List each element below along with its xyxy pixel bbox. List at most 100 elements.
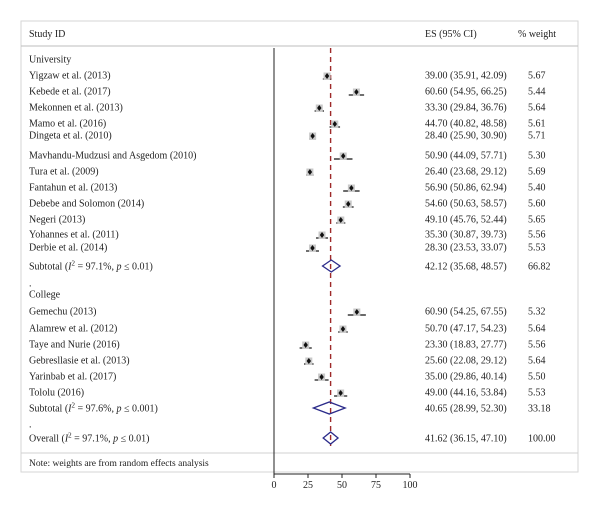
effect-size-ci: 26.40 (23.68, 29.12) (425, 167, 507, 178)
study-label: Gemechu (2013) (29, 307, 96, 318)
point-estimate (340, 326, 346, 332)
effect-size-ci: 49.10 (45.76, 52.44) (425, 215, 507, 226)
x-tick-label: 100 (403, 480, 418, 491)
group-label: College (29, 290, 61, 301)
effect-size-ci: 50.70 (47.17, 54.23) (425, 324, 507, 335)
point-estimate (307, 169, 313, 175)
study-label: Yarinbab et al. (2017) (29, 372, 116, 383)
effect-size-ci: 39.00 (35.91, 42.09) (425, 71, 507, 82)
study-label: Gebresllasie et al. (2013) (29, 356, 130, 367)
point-estimate (319, 374, 324, 380)
point-estimate (338, 390, 343, 396)
point-estimate (338, 217, 343, 223)
effect-size-ci: 28.30 (23.53, 33.07) (425, 243, 507, 254)
effect-size-ci: 42.12 (35.68, 48.57) (425, 262, 507, 273)
study-weight: 5.53 (528, 243, 546, 254)
effect-size-ci: 50.90 (44.09, 57.71) (425, 151, 507, 162)
effect-size-ci: 28.40 (25.90, 30.90) (425, 131, 507, 142)
point-estimate (317, 105, 322, 111)
point-estimate (341, 153, 346, 159)
study-weight: 5.69 (528, 167, 546, 178)
pooled-label: Subtotal (I2 = 97.1%, p ≤ 0.01) (29, 260, 153, 273)
pooled-diamond (311, 401, 347, 415)
effect-size-ci: 60.60 (54.95, 66.25) (425, 87, 507, 98)
pooled-diamond (322, 431, 340, 445)
x-tick-label: 75 (371, 480, 381, 491)
study-weight: 5.40 (528, 183, 546, 194)
forest-rows: University Yigzaw et al. (2013) 39.00 (35.… (29, 48, 556, 474)
study-weight: 5.60 (528, 199, 546, 210)
effect-size-ci: 35.30 (30.87, 39.73) (425, 230, 507, 241)
point-estimate (354, 309, 360, 315)
study-weight: 5.71 (528, 131, 546, 142)
study-weight: 5.50 (528, 372, 546, 383)
study-weight: 5.64 (528, 324, 546, 335)
study-label: Mavhandu-Mudzusi and Asgedom (2010) (29, 151, 196, 162)
study-label: Negeri (2013) (29, 215, 85, 226)
study-weight: 5.32 (528, 307, 546, 318)
pooled-label: Overall (I2 = 97.1%, p ≤ 0.01) (29, 432, 149, 445)
spacer-dot: . (29, 420, 32, 431)
effect-size-ci: 23.30 (18.83, 27.77) (425, 340, 507, 351)
study-weight: 5.56 (528, 340, 546, 351)
study-label: Yigzaw et al. (2013) (29, 71, 111, 82)
header-study: Study ID (29, 29, 65, 40)
effect-size-ci: 25.60 (22.08, 29.12) (425, 356, 507, 367)
study-weight: 100.00 (528, 434, 556, 445)
study-weight: 5.61 (528, 119, 546, 130)
study-label: Tura et al. (2009) (29, 167, 99, 178)
study-weight: 5.64 (528, 356, 546, 367)
effect-size-ci: 49.00 (44.16, 53.84) (425, 388, 507, 399)
spacer-dot: . (29, 279, 32, 290)
study-weight: 5.67 (528, 71, 546, 82)
study-weight: 5.65 (528, 215, 546, 226)
x-tick-label: 25 (303, 480, 313, 491)
study-weight: 66.82 (528, 262, 551, 273)
study-weight: 5.56 (528, 230, 546, 241)
pooled-diamond (321, 259, 342, 273)
point-estimate (346, 201, 351, 207)
point-estimate (324, 73, 330, 79)
footnote: Note: weights are from random effects an… (29, 458, 209, 469)
point-estimate (319, 232, 325, 238)
effect-size-ci: 41.62 (36.15, 47.10) (425, 434, 507, 445)
study-label: Dingeta et al. (2010) (29, 131, 112, 142)
study-label: Mekonnen et al. (2013) (29, 103, 123, 114)
effect-size-ci: 33.30 (29.84, 36.76) (425, 103, 507, 114)
study-weight: 5.64 (528, 103, 546, 114)
study-label: Debebe and Solomon (2014) (29, 199, 144, 210)
effect-size-ci: 60.90 (54.25, 67.55) (425, 307, 507, 318)
point-estimate (303, 342, 308, 348)
study-label: Tololu (2016) (29, 388, 84, 399)
header-weight: % weight (518, 29, 556, 40)
x-tick-label: 0 (272, 480, 277, 491)
point-estimate (354, 89, 359, 95)
pooled-label: Subtotal (I2 = 97.6%, p ≤ 0.001) (29, 402, 158, 415)
study-label: Yohannes et al. (2011) (29, 230, 119, 241)
study-label: Fantahun et al. (2013) (29, 183, 117, 194)
effect-size-ci: 56.90 (50.86, 62.94) (425, 183, 507, 194)
study-weight: 5.44 (528, 87, 546, 98)
effect-size-ci: 44.70 (40.82, 48.58) (425, 119, 507, 130)
study-label: Alamrew et al. (2012) (29, 324, 117, 335)
point-estimate (310, 133, 315, 139)
study-weight: 5.53 (528, 388, 546, 399)
header-es: ES (95% CI) (425, 29, 477, 40)
study-label: Taye and Nurie (2016) (29, 340, 120, 351)
study-label: Kebede et al. (2017) (29, 87, 111, 98)
x-axis: 0 25 50 75 100 (272, 473, 418, 491)
point-estimate (306, 358, 312, 364)
group-label: University (29, 55, 71, 66)
effect-size-ci: 35.00 (29.86, 40.14) (425, 372, 507, 383)
effect-size-ci: 40.65 (28.99, 52.30) (425, 404, 507, 415)
x-tick-label: 50 (337, 480, 347, 491)
point-estimate (310, 245, 315, 251)
study-label: Derbie et al. (2014) (29, 243, 107, 254)
plot-frame (20, 20, 579, 473)
study-label: Mamo et al. (2016) (29, 119, 106, 130)
point-estimate (349, 185, 354, 191)
study-weight: 5.30 (528, 151, 546, 162)
effect-size-ci: 54.60 (50.63, 58.57) (425, 199, 507, 210)
point-estimate (332, 121, 337, 127)
